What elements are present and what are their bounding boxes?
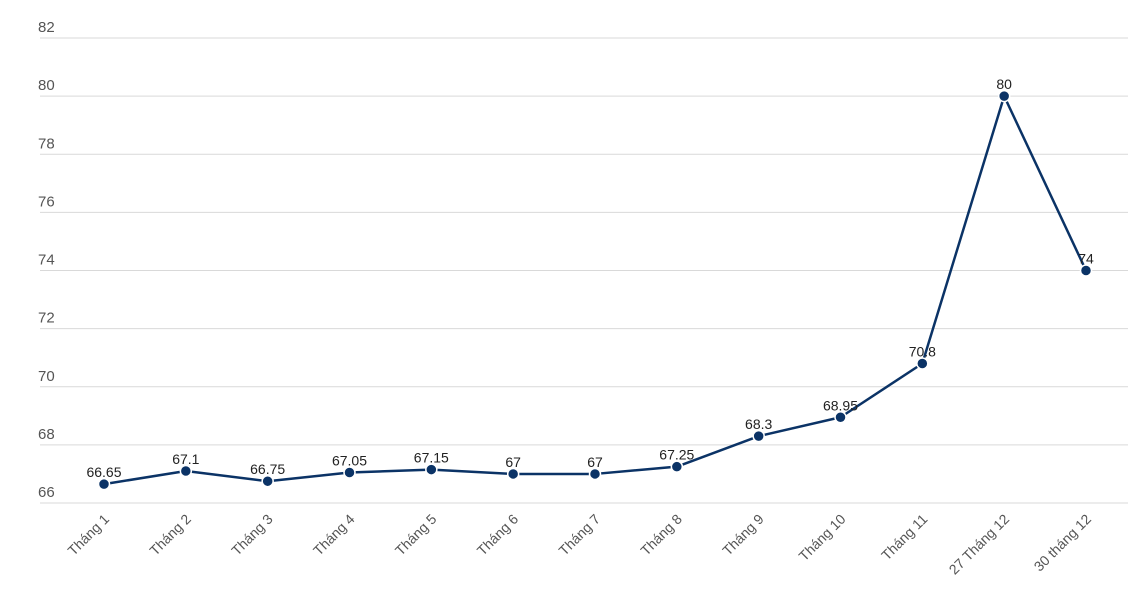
data-label: 68.3 xyxy=(745,416,772,432)
data-point xyxy=(425,463,438,476)
y-tick-label: 82 xyxy=(38,19,55,36)
y-tick-label: 74 xyxy=(38,252,55,269)
data-label: 70.8 xyxy=(909,344,936,360)
data-label: 67.1 xyxy=(172,451,199,467)
x-tick-label: Tháng 5 xyxy=(392,511,440,559)
data-point xyxy=(179,464,193,478)
data-label: 67.25 xyxy=(659,447,694,463)
data-label: 80 xyxy=(996,76,1012,92)
data-point xyxy=(670,460,684,473)
data-point xyxy=(834,411,847,424)
data-point xyxy=(97,477,111,491)
x-tick-label: 30 tháng 12 xyxy=(1031,511,1095,575)
y-tick-label: 70 xyxy=(38,368,55,385)
x-tick-label: Tháng 3 xyxy=(228,511,276,559)
y-tick-label: 78 xyxy=(38,135,55,152)
data-point xyxy=(506,467,520,481)
data-points xyxy=(97,89,1093,491)
x-tick-label: Tháng 8 xyxy=(637,511,685,559)
data-point xyxy=(261,474,274,488)
y-axis: 66 68 70 72 74 76 78 80 82 xyxy=(38,19,55,501)
x-tick-label: Tháng 6 xyxy=(474,511,522,559)
data-label: 66.75 xyxy=(250,461,285,477)
x-tick-label: 27 Tháng 12 xyxy=(946,511,1013,578)
data-labels: 66.65 67.1 66.75 67.05 67.15 67 67 67.25 68.3 68.… xyxy=(86,76,1094,480)
data-point xyxy=(343,466,356,479)
grid xyxy=(40,37,1128,504)
y-tick-label: 72 xyxy=(38,310,55,327)
y-tick-label: 66 xyxy=(38,484,55,501)
data-point xyxy=(1079,264,1093,277)
x-tick-label: Tháng 2 xyxy=(146,511,194,559)
data-point xyxy=(997,89,1011,103)
x-tick-label: Tháng 1 xyxy=(64,511,112,559)
data-point xyxy=(752,429,765,443)
data-label: 67.15 xyxy=(414,450,449,466)
data-label: 67 xyxy=(587,454,603,470)
x-tick-label: Tháng 10 xyxy=(795,511,848,564)
data-point xyxy=(916,357,929,370)
y-tick-label: 68 xyxy=(38,426,55,443)
x-tick-label: Tháng 4 xyxy=(310,511,358,559)
x-axis: Tháng 1 Tháng 2 Tháng 3 Tháng 4 Tháng 5 Tháng… xyxy=(64,511,1094,578)
x-tick-label: Tháng 9 xyxy=(719,511,767,559)
data-point xyxy=(588,467,602,481)
data-label: 67 xyxy=(505,454,521,470)
data-label: 74 xyxy=(1078,251,1094,267)
x-tick-label: Tháng 7 xyxy=(555,511,603,559)
x-tick-label: Tháng 11 xyxy=(878,511,931,564)
y-tick-label: 76 xyxy=(38,193,55,210)
y-tick-label: 80 xyxy=(38,77,55,94)
data-label: 68.95 xyxy=(823,397,858,413)
data-label: 66.65 xyxy=(86,464,121,480)
data-label: 67.05 xyxy=(332,452,367,468)
